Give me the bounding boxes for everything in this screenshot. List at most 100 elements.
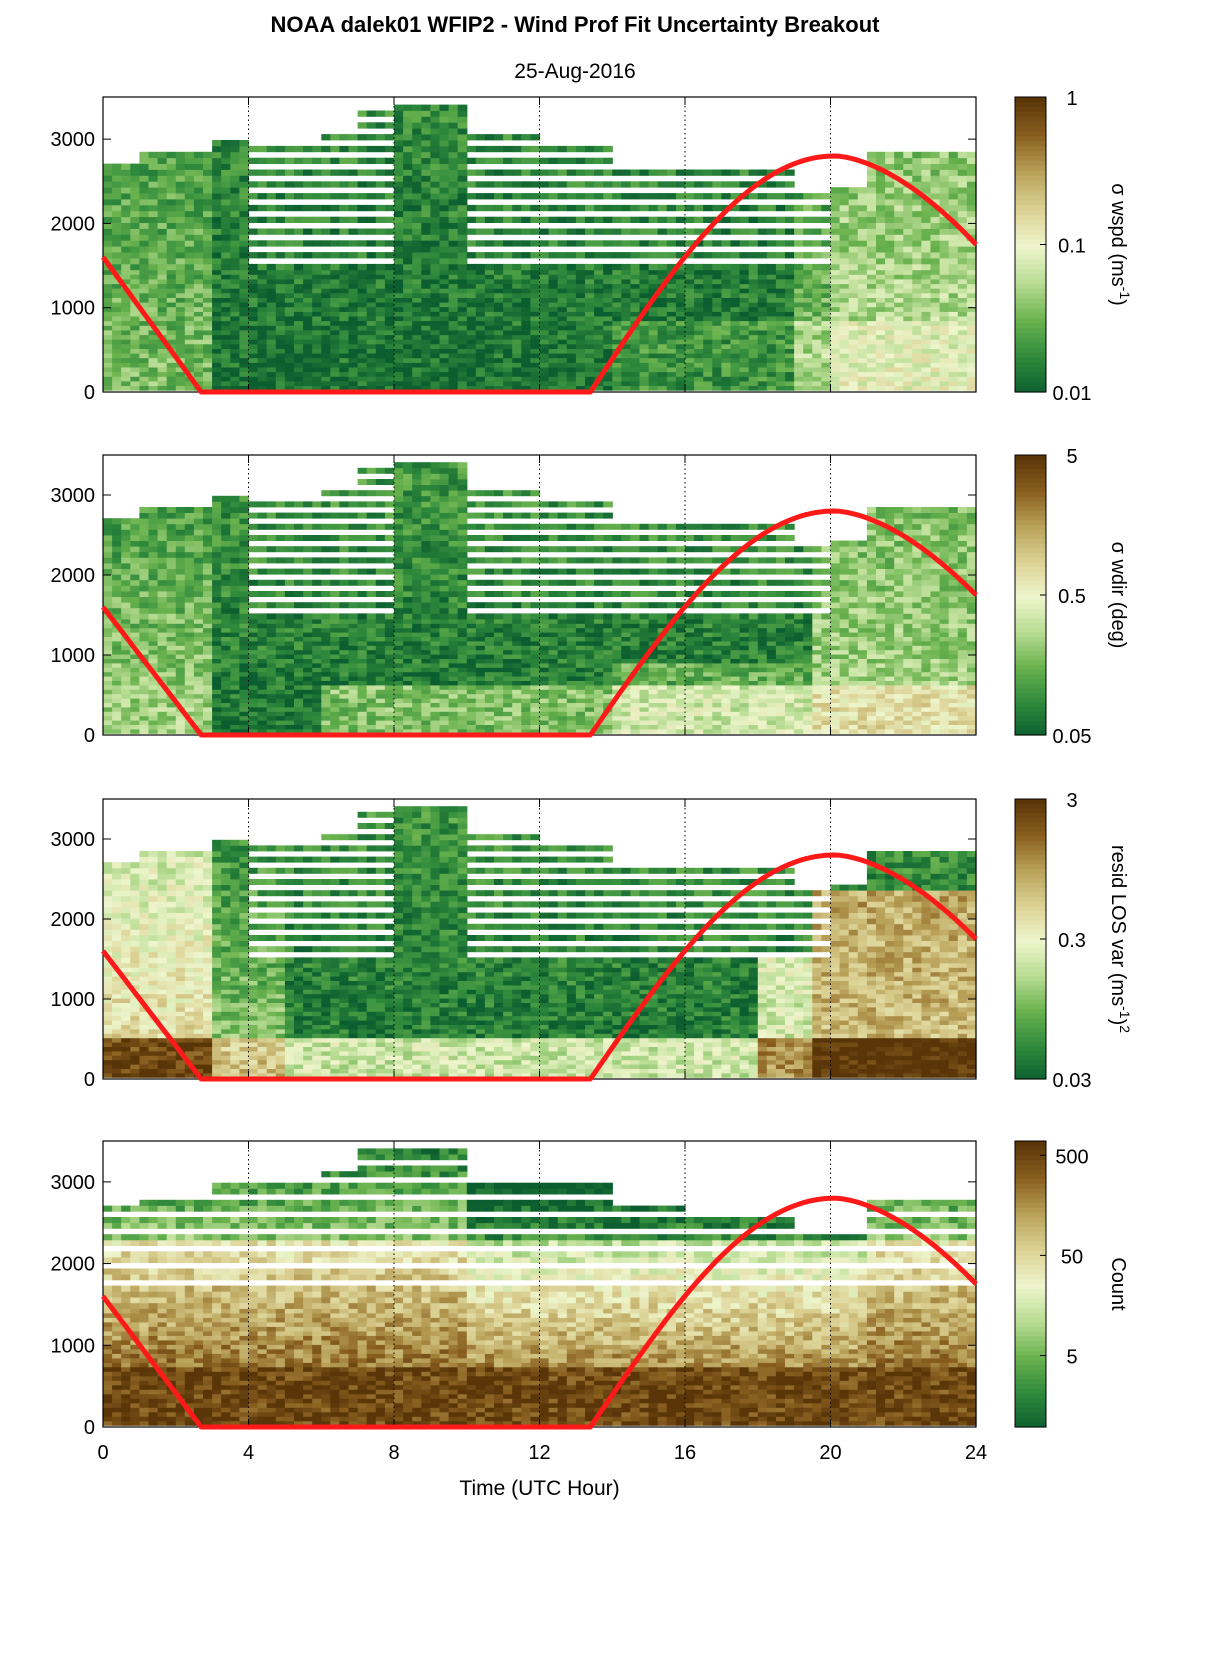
heatmap-cell [294,671,304,677]
heatmap-cell [130,654,140,659]
heatmap-cell [621,283,631,289]
heatmap-cell [484,169,495,176]
heatmap-cell [457,151,468,159]
heatmap-cell [685,362,695,368]
heatmap-cell [876,283,886,289]
heatmap-cell [803,311,813,317]
heatmap-cell [266,623,277,629]
heatmap-cell [366,122,377,129]
heatmap-cell [539,193,550,200]
heatmap-cell [257,579,268,586]
heatmap-cell [876,334,886,340]
heatmap-cell [184,181,195,188]
heatmap-cell [966,163,977,170]
heatmap-cell [930,330,941,336]
heatmap-cell [303,181,313,188]
heatmap-cell [139,591,150,597]
heatmap-cell [612,169,622,176]
heatmap-cell [630,181,641,188]
heatmap-cell [212,263,222,271]
heatmap-cell [394,222,404,229]
heatmap-cell [157,325,168,331]
heatmap-cell [366,145,377,153]
heatmap-cell [657,311,668,317]
heatmap-cell [239,676,250,681]
heatmap-cell [357,263,368,271]
heatmap-cell [103,720,113,725]
heatmap-cell [703,353,713,359]
heatmap-cell [830,339,841,345]
heatmap-cell [230,163,240,170]
heatmap-cell [612,371,622,377]
heatmap-cell [921,210,932,218]
heatmap-cell [184,702,195,708]
heatmap-cell [903,234,913,241]
heatmap-cell [230,663,240,668]
heatmap-cell [930,246,941,253]
heatmap-cell [239,163,250,170]
heatmap-cell [284,632,295,637]
heatmap-cell [321,279,331,285]
heatmap-cell [203,720,213,725]
heatmap-cell [848,367,859,373]
heatmap-cell [621,216,631,223]
heatmap-cell [312,362,322,368]
heatmap-cell [166,228,177,235]
colorbar-segment [1015,357,1046,364]
heatmap-cell [203,216,213,223]
heatmap-cell [748,288,759,294]
heatmap-cell [275,720,286,725]
heatmap-cell [648,240,659,247]
heatmap-cell [139,540,150,547]
heatmap-cell [921,240,932,247]
heatmap-cell [484,193,495,200]
heatmap-cell [221,187,231,194]
heatmap-cell [948,385,959,391]
heatmap-cell [294,568,304,575]
heatmap-cell [494,204,504,212]
heatmap-cell [212,151,222,159]
heatmap-cell [148,645,159,651]
heatmap-cell [103,568,113,575]
heatmap-cell [403,293,413,298]
heatmap-cell [966,288,977,294]
heatmap-cell [830,385,841,391]
heatmap-cell [248,288,259,294]
heatmap-cell [157,667,168,673]
heatmap-cell [312,157,322,164]
heatmap-cell [839,279,850,285]
heatmap-cell [212,518,222,525]
heatmap-cell [103,707,113,712]
heatmap-cell [166,568,177,575]
heatmap-cell [694,169,704,176]
heatmap-cell [166,344,177,349]
heatmap-cell [484,348,495,354]
heatmap-cell [585,376,595,382]
heatmap-cell [948,362,959,368]
heatmap-cell [394,134,404,141]
heatmap-cell [448,279,459,285]
heatmap-cell [512,283,522,289]
heatmap-cell [157,210,168,218]
heatmap-cell [448,381,459,386]
heatmap-cell [184,613,195,620]
heatmap-cell [612,385,622,391]
heatmap-cell [321,344,331,349]
heatmap-cell [130,385,140,391]
heatmap-cell [230,376,240,382]
heatmap-cell [384,344,395,349]
heatmap-cell [939,381,950,386]
heatmap-cell [175,680,186,686]
heatmap-cell [785,228,795,235]
heatmap-cell [821,334,832,340]
heatmap-cell [557,320,568,326]
heatmap-cell [648,311,659,317]
heatmap-cell [939,258,950,265]
heatmap-cell [193,627,204,633]
heatmap-cell [712,320,722,326]
heatmap-cell [475,325,486,331]
heatmap-cell [284,145,295,153]
heatmap-cell [430,240,441,247]
heatmap-cell [230,175,240,182]
heatmap-cell [157,523,168,530]
